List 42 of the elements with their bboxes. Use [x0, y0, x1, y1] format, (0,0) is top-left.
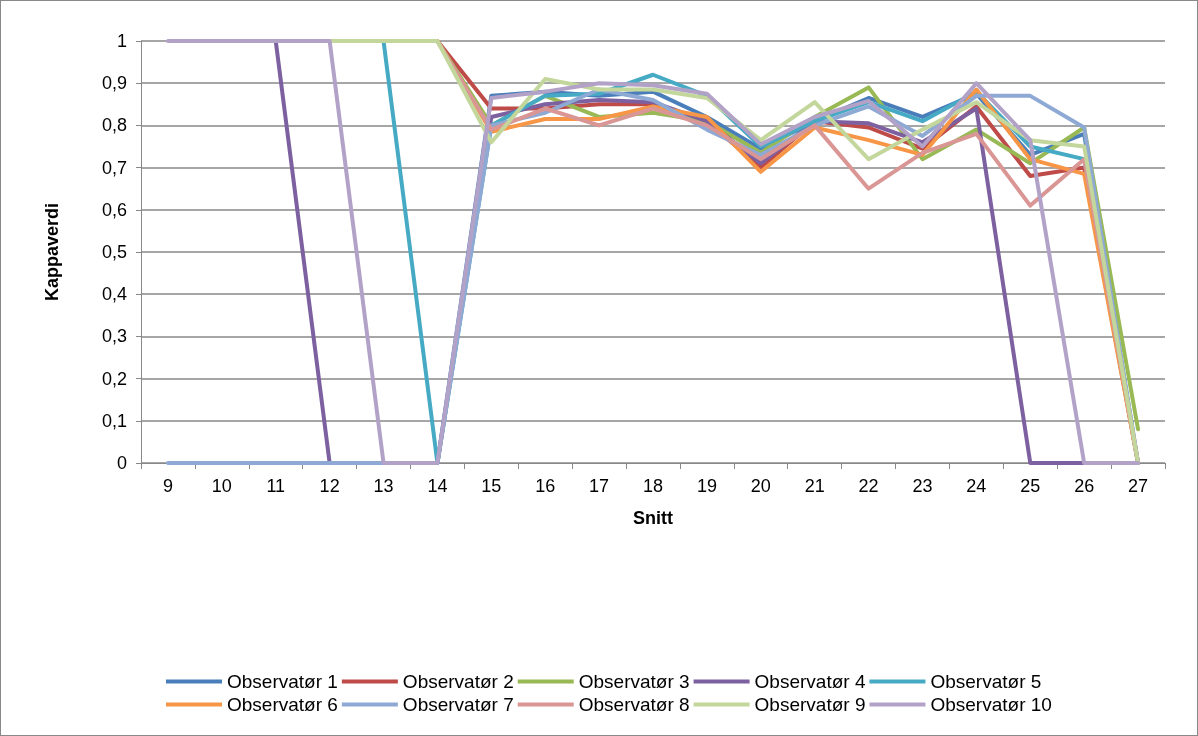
x-tick-label: 10 [211, 476, 232, 496]
x-tick-label: 26 [1074, 476, 1095, 496]
legend-label: Observatør 7 [402, 694, 514, 715]
legend-label: Observatør 2 [402, 671, 514, 692]
y-axis-title: Kappaverdi [42, 202, 62, 302]
x-tick-label: 21 [804, 476, 825, 496]
x-tick-label: 17 [589, 476, 610, 496]
legend-label: Observatør 1 [227, 671, 338, 692]
legend-label: Observatør 3 [578, 671, 690, 692]
y-tick-label: 0,7 [101, 157, 127, 178]
x-tick-label: 16 [535, 476, 556, 496]
x-axis-title: Snitt [633, 508, 673, 528]
x-tick-label: 13 [373, 476, 394, 496]
x-tick-label: 12 [319, 476, 340, 496]
legend-label: Observatør 9 [754, 694, 866, 715]
x-tick-label: 11 [266, 476, 286, 496]
x-tick-label: 19 [696, 476, 717, 496]
legend-label: Observatør 8 [578, 694, 690, 715]
x-tick-label: 23 [912, 476, 933, 496]
legend-label: Observatør 5 [930, 671, 1042, 692]
y-tick-label: 0,2 [101, 368, 127, 389]
x-tick-label: 14 [427, 476, 448, 496]
y-tick-label: 0,1 [101, 410, 127, 431]
y-tick-label: 0,5 [101, 242, 127, 262]
x-tick-label: 20 [750, 476, 771, 496]
x-tick-label: 27 [1128, 476, 1149, 496]
x-tick-label: 18 [642, 476, 664, 496]
y-tick-label: 0 [116, 453, 127, 473]
y-tick-label: 0,4 [101, 284, 127, 305]
legend-label: Observatør 10 [930, 694, 1052, 715]
x-tick-label: 25 [1020, 476, 1041, 496]
x-tick-label: 22 [858, 476, 879, 496]
x-tick-label: 15 [481, 476, 502, 496]
legend-label: Observatør 4 [754, 671, 866, 692]
y-tick-label: 0,8 [101, 115, 127, 136]
legend-label: Observatør 6 [227, 694, 338, 715]
x-tick-label: 24 [966, 476, 987, 496]
y-tick-label: 0,9 [101, 73, 127, 94]
y-tick-label: 1 [116, 31, 127, 51]
x-tick-label: 9 [162, 476, 173, 496]
y-tick-label: 0,6 [101, 199, 127, 220]
y-tick-label: 0,3 [101, 326, 127, 347]
